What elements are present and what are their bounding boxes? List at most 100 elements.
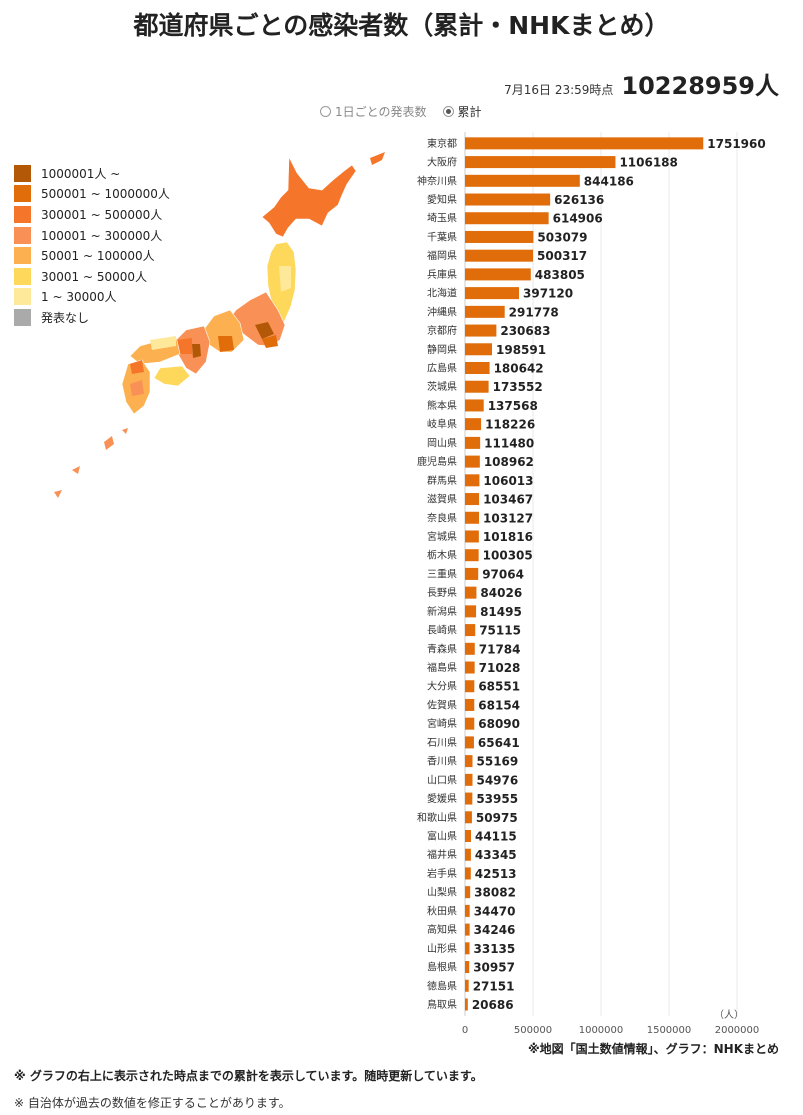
map-tokyo-area[interactable] [255,322,274,339]
value-label: 291778 [509,305,559,319]
footnote-revision: ※ 自治体が過去の数値を修正することがあります。 [14,1096,291,1110]
value-label: 54976 [476,773,518,787]
bar [465,362,490,374]
daily-option-label: 1日ごとの発表数 [335,105,427,119]
map-islands [54,428,128,498]
prefecture-label: 高知県 [427,923,457,936]
bar [465,923,470,936]
legend-item: 50001 ~ 100000人 [14,245,170,266]
prefecture-label: 福井県 [427,848,457,861]
map-shikoku[interactable] [153,365,191,387]
daily-radio[interactable] [320,106,331,117]
value-label: 42513 [475,867,517,881]
value-label: 20686 [472,998,514,1012]
value-label: 614906 [553,212,603,226]
as-of-summary: 7月16日 23:59時点 10228959人 [504,66,779,101]
prefecture-label: 群馬県 [427,474,457,487]
x-axis-unit: （人） [714,1009,744,1021]
bar [465,230,534,243]
prefecture-label: 和歌山県 [417,811,457,824]
daily-option[interactable]: 1日ごとの発表数 [320,103,427,120]
bar [465,755,473,768]
legend-label: 1000001人 ~ [41,166,121,181]
bar [465,493,480,506]
prefecture-label: 沖縄県 [427,305,457,318]
prefecture-label: 鹿児島県 [417,455,457,468]
legend-item: 30001 ~ 50000人 [14,266,170,287]
prefecture-label: 滋賀県 [427,493,457,506]
value-label: 55169 [477,755,519,769]
value-label: 34470 [474,904,516,918]
prefecture-label: 岐阜県 [427,418,457,431]
bar [465,549,479,562]
legend-swatch [14,226,31,244]
bar [465,661,475,674]
value-label: 844186 [584,174,634,188]
legend-label: 1 ~ 30000人 [41,290,117,305]
bar [465,642,475,655]
bar [465,848,471,861]
legend-item: 発表なし [14,307,170,328]
x-tick-label: 2000000 [715,1025,760,1036]
value-label: 100305 [483,549,533,563]
prefecture-label: 福岡県 [427,249,457,262]
value-label: 483805 [535,268,585,282]
prefecture-label: 広島県 [427,362,457,375]
value-label: 68154 [478,698,520,712]
prefecture-label: 長崎県 [427,624,457,637]
prefecture-label: 東京都 [427,137,457,150]
value-label: 97064 [482,567,524,581]
legend-swatch [14,247,31,265]
prefecture-label: 富山県 [427,830,457,843]
prefecture-label: 栃木県 [427,549,457,562]
map-hokkaido[interactable] [261,156,357,238]
value-label: 34246 [474,923,516,937]
legend-swatch [14,267,31,285]
map-aichi [218,336,234,352]
bar [465,530,479,543]
cumulative-radio[interactable] [442,106,454,117]
legend-swatch [14,288,31,306]
prefecture-label: 埼玉県 [427,212,457,225]
value-label: 81495 [480,605,522,619]
value-label: 50975 [476,811,518,825]
prefecture-label: 山口県 [427,774,457,786]
bar [465,418,482,431]
value-label: 53955 [476,792,518,806]
value-label: 173552 [493,380,543,394]
map-kanagawa [262,335,278,348]
legend-label: 300001 ~ 500000人 [41,207,163,222]
map-okinawa[interactable] [104,436,114,450]
prefecture-label: 鳥取県 [427,998,457,1011]
footnote-cumulative: ※ グラフの右上に表示された時点までの累計を表示しています。随時更新しています。 [14,1069,483,1083]
value-label: 68551 [478,680,520,694]
cumulative-option[interactable]: 累計 [442,103,482,120]
prefecture-label: 岩手県 [427,867,457,880]
value-label: 1751960 [707,137,765,151]
legend-item: 300001 ~ 500000人 [14,204,170,225]
map-hyogo [176,338,192,354]
value-label: 180642 [494,362,544,376]
value-label: 30957 [473,961,515,975]
prefecture-label: 岡山県 [427,437,457,449]
prefecture-label: 島根県 [427,961,457,974]
prefecture-label: 徳島県 [427,979,457,992]
bar [465,698,475,711]
value-label: 626136 [554,193,604,207]
prefecture-label: 静岡県 [427,343,457,356]
legend-label: 発表なし [41,310,90,325]
value-label: 500317 [537,249,587,263]
map-fukuoka [130,360,144,374]
cumulative-option-label: 累計 [457,105,482,119]
chart-bars: 東京都 1751960 大阪府 1106188 神奈川県 844186 愛知県 626136 埼… [417,137,766,1012]
map-kumamoto [130,380,144,396]
x-tick-label: 500000 [514,1025,552,1036]
value-label: 44115 [475,830,517,844]
legend-item: 1000001人 ~ [14,163,170,184]
source-note: ※地図「国土数値情報」、グラフ：NHKまとめ [527,1042,779,1056]
prefecture-label: 熊本県 [427,399,457,412]
prefecture-label: 香川県 [427,756,457,768]
x-tick-label: 0 [462,1025,468,1036]
prefecture-label: 京都府 [427,324,457,337]
prefecture-label: 山形県 [427,943,457,955]
